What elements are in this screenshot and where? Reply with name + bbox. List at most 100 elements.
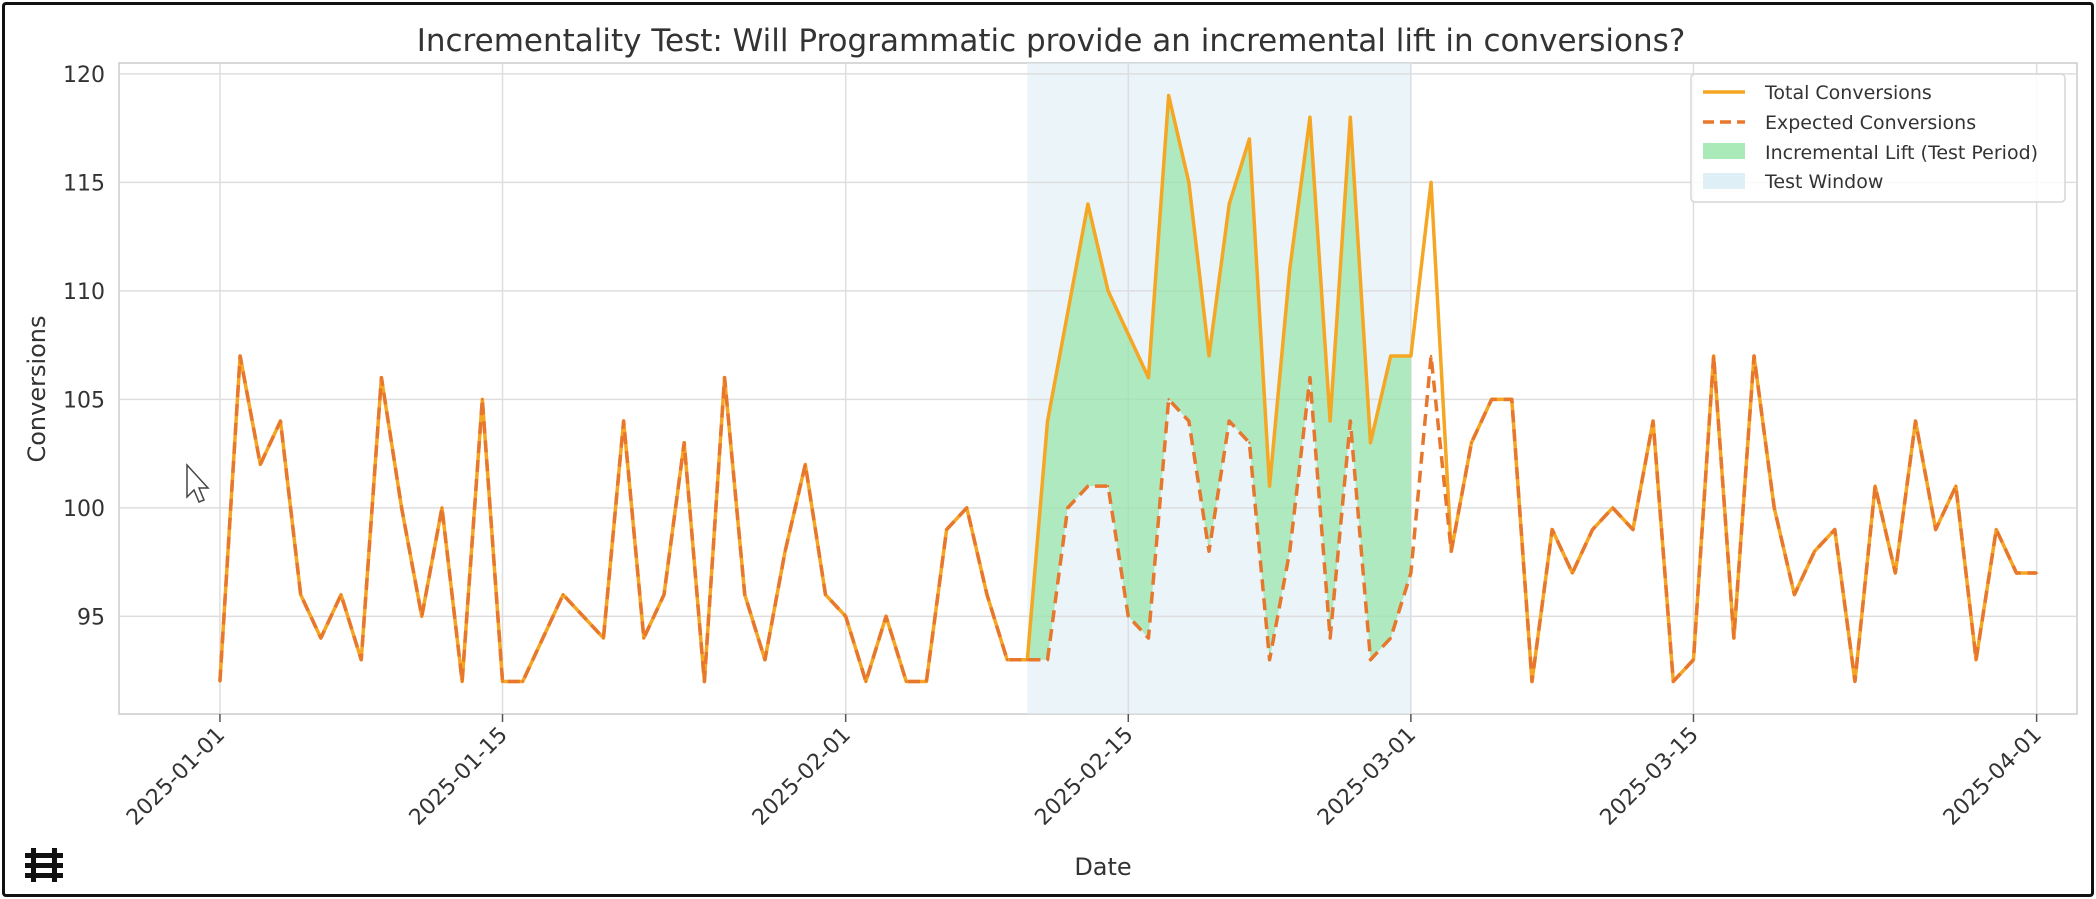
expected-point — [1591, 528, 1594, 531]
expected-point — [1429, 354, 1433, 358]
expected-point — [1369, 658, 1372, 661]
expected-point — [218, 680, 222, 683]
expected-point — [1530, 680, 1534, 683]
expected-point — [1005, 658, 1009, 661]
chart-title: Incrementality Test: Will Programmatic p… — [417, 23, 1686, 59]
expected-point — [501, 680, 504, 683]
total-point — [1308, 116, 1312, 119]
expected-point — [1934, 528, 1937, 531]
y-tick-label: 110 — [63, 280, 105, 305]
y-tick-label: 95 — [77, 605, 105, 630]
expected-point — [622, 419, 625, 423]
expected-point — [1631, 528, 1635, 531]
total-point — [1187, 181, 1191, 184]
expected-point — [824, 593, 827, 596]
total-point — [1248, 137, 1251, 141]
y-tick-label: 115 — [63, 171, 105, 196]
legend-label-lift: Incremental Lift (Test Period) — [1765, 142, 2038, 164]
expected-point — [1207, 550, 1211, 553]
expected-point — [884, 615, 888, 618]
expected-point — [1450, 550, 1453, 553]
expected-point — [1954, 484, 1958, 488]
expected-point — [1894, 571, 1897, 575]
expected-point — [1732, 636, 1736, 640]
expected-point — [1995, 528, 1998, 531]
x-tick-label: 2025-01-15 — [405, 723, 513, 831]
y-axis-label: Conversions — [23, 315, 51, 462]
expected-point — [1409, 571, 1413, 575]
legend-box — [1690, 73, 2066, 203]
expected-point — [1914, 419, 1917, 423]
expected-point — [925, 680, 928, 683]
expected-point — [703, 680, 706, 683]
expected-point — [319, 636, 323, 640]
x-tick-label: 2025-02-01 — [748, 723, 856, 831]
expected-point — [1692, 658, 1695, 661]
expected-point — [259, 463, 262, 466]
expected-point — [602, 636, 605, 640]
total-point — [1106, 289, 1110, 293]
expected-point — [945, 528, 948, 531]
expected-point — [1672, 680, 1675, 683]
total-point — [1429, 181, 1433, 184]
expected-point — [864, 680, 868, 683]
expected-point — [521, 680, 524, 683]
total-point — [1086, 202, 1090, 206]
x-tick-label: 2025-04-01 — [1939, 723, 2047, 831]
expected-point — [783, 550, 787, 553]
expected-point — [1026, 658, 1029, 661]
total-point — [1389, 354, 1392, 358]
expected-point — [723, 376, 726, 379]
expected-point — [1066, 506, 1069, 510]
total-point — [1328, 419, 1332, 423]
expected-point — [1752, 354, 1756, 358]
expected-point — [1086, 484, 1090, 488]
legend-label-window: Test Window — [1764, 171, 1883, 193]
y-tick-labels: 95 100 105 110 115 120 — [63, 63, 105, 630]
expected-point — [299, 593, 302, 596]
total-point — [1046, 419, 1049, 423]
expected-point — [1550, 528, 1554, 531]
legend-label-expected: Expected Conversions — [1765, 112, 1976, 134]
expected-point — [804, 463, 807, 466]
app-logo-icon — [25, 848, 63, 882]
legend-label-total: Total Conversions — [1764, 82, 1932, 104]
expected-point — [1187, 419, 1191, 423]
expected-point — [642, 636, 646, 640]
total-point — [1288, 267, 1291, 271]
data-points — [218, 94, 2038, 683]
expected-point — [905, 680, 908, 683]
x-tick-label: 2025-01-01 — [122, 723, 230, 831]
expected-point — [1268, 658, 1271, 661]
expected-point — [1328, 636, 1332, 640]
expected-point — [339, 593, 343, 596]
total-point — [1127, 333, 1130, 336]
expected-point — [481, 398, 484, 401]
x-tick-labels: 2025-01-01 2025-01-15 2025-02-01 2025-02-15… — [122, 714, 2047, 831]
expected-point — [1571, 571, 1574, 575]
expected-point — [1833, 528, 1836, 531]
expected-point — [582, 615, 585, 618]
expected-point — [763, 658, 767, 661]
expected-point — [1167, 398, 1170, 401]
x-tick-label: 2025-02-15 — [1030, 723, 1138, 831]
expected-point — [2035, 571, 2038, 575]
expected-point — [1248, 441, 1251, 444]
total-point — [1369, 441, 1372, 444]
expected-point — [743, 593, 746, 596]
expected-point — [380, 376, 383, 379]
expected-point — [1873, 484, 1877, 488]
expected-point — [662, 593, 666, 596]
expected-point — [1813, 550, 1816, 553]
expected-point — [1974, 658, 1978, 661]
expected-point — [279, 419, 282, 423]
expected-point — [985, 593, 989, 596]
total-point — [1349, 116, 1352, 119]
expected-point — [460, 680, 464, 683]
expected-point — [1228, 419, 1231, 423]
incremental-lift-area — [1027, 95, 1411, 660]
total-point — [1268, 484, 1271, 488]
expected-point — [2015, 571, 2018, 575]
expected-point — [965, 506, 968, 510]
expected-point — [1349, 419, 1352, 423]
